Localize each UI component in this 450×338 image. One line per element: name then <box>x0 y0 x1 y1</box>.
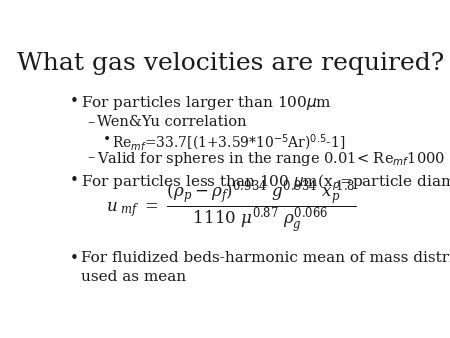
Text: For particles larger than 100$\mu$m: For particles larger than 100$\mu$m <box>81 94 332 112</box>
Text: Valid for spheres in the range 0.01< Re$_{mf}$1000: Valid for spheres in the range 0.01< Re$… <box>97 150 446 168</box>
Text: •: • <box>69 173 78 188</box>
Text: For fluidized beds-harmonic mean of mass distribution
used as mean: For fluidized beds-harmonic mean of mass… <box>81 251 450 284</box>
Text: •: • <box>69 251 78 266</box>
Text: Re$_{mf}$=33.7[(1+3.59*10$^{-5}$Ar)$^{0.5}$-1]: Re$_{mf}$=33.7[(1+3.59*10$^{-5}$Ar)$^{0.… <box>112 132 346 152</box>
Text: $\mathit{u}_{\ \mathit{mf}}\ =\ \dfrac{(\rho_p - \rho_f)^{0.934}\ g^{0.934}\ x_p: $\mathit{u}_{\ \mathit{mf}}\ =\ \dfrac{(… <box>105 179 356 235</box>
Text: Wen&Yu correlation: Wen&Yu correlation <box>97 115 247 129</box>
Text: What gas velocities are required?: What gas velocities are required? <box>17 52 444 75</box>
Text: –: – <box>87 150 94 164</box>
Text: •: • <box>104 132 112 146</box>
Text: –: – <box>87 115 94 129</box>
Text: •: • <box>69 94 78 109</box>
Text: For particles less than 100 $\mu$m(x$_p$=particle diameter): For particles less than 100 $\mu$m(x$_p$… <box>81 173 450 193</box>
